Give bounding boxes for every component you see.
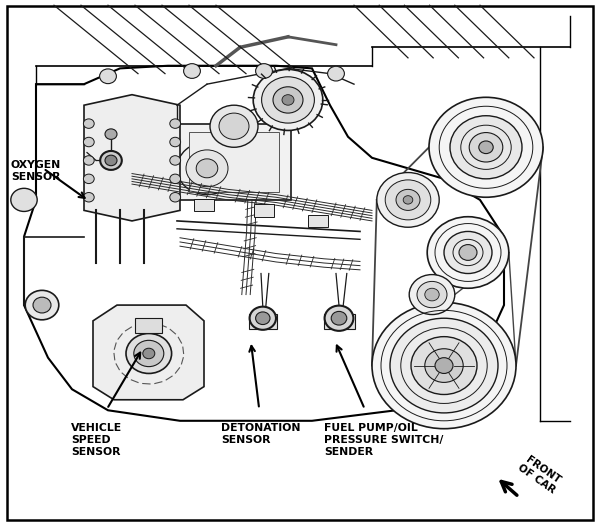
Circle shape [256,312,270,325]
Text: FUEL PUMP/OIL
PRESSURE SWITCH/
SENDER: FUEL PUMP/OIL PRESSURE SWITCH/ SENDER [324,423,443,457]
Circle shape [170,193,181,202]
Circle shape [409,275,455,315]
Circle shape [427,217,509,288]
Text: DETONATION
SENSOR: DETONATION SENSOR [221,423,300,445]
Polygon shape [24,66,504,421]
Circle shape [184,64,200,78]
Circle shape [143,348,155,359]
Text: VEHICLE
SPEED
SENSOR: VEHICLE SPEED SENSOR [71,423,122,457]
Circle shape [210,105,258,147]
Circle shape [83,137,94,147]
Bar [254,204,274,217]
Bar [249,314,277,329]
Circle shape [469,133,503,162]
Text: OXYGEN
SENSOR: OXYGEN SENSOR [11,160,61,182]
Circle shape [105,155,117,166]
Circle shape [196,159,218,178]
Circle shape [256,64,272,78]
Bar [308,215,328,227]
Circle shape [390,318,498,413]
Circle shape [459,245,477,260]
Circle shape [328,66,344,81]
Bar [135,318,162,333]
Circle shape [219,113,249,139]
Circle shape [425,349,463,382]
Circle shape [126,333,172,373]
Bar [194,199,214,211]
Polygon shape [93,305,204,400]
Circle shape [435,358,453,373]
Circle shape [403,196,413,204]
Circle shape [105,129,117,139]
Circle shape [450,116,522,179]
Circle shape [134,340,164,367]
Circle shape [250,307,276,330]
Circle shape [83,193,94,202]
Circle shape [253,69,323,130]
Circle shape [411,337,477,394]
Polygon shape [84,95,180,221]
Circle shape [170,119,181,128]
Circle shape [262,77,314,123]
Circle shape [83,174,94,184]
Circle shape [100,151,122,170]
Circle shape [377,173,439,227]
Circle shape [385,180,431,220]
Circle shape [396,189,420,210]
Circle shape [444,231,492,274]
Circle shape [186,150,228,187]
Circle shape [429,97,543,197]
Circle shape [331,311,347,325]
Circle shape [83,156,94,165]
Circle shape [282,95,294,105]
Bar [177,124,291,200]
Circle shape [25,290,59,320]
Bar [324,314,355,329]
Bar [189,132,279,192]
Circle shape [372,302,516,429]
Circle shape [273,87,303,113]
Circle shape [425,288,439,301]
Circle shape [325,306,353,331]
Circle shape [177,142,237,195]
Circle shape [170,174,181,184]
Circle shape [479,141,493,154]
Text: FRONT
OF CAR: FRONT OF CAR [516,453,564,495]
Circle shape [83,119,94,128]
Circle shape [170,137,181,147]
Circle shape [100,69,116,84]
Circle shape [33,297,51,313]
Circle shape [170,156,181,165]
Circle shape [11,188,37,211]
Circle shape [417,281,447,308]
